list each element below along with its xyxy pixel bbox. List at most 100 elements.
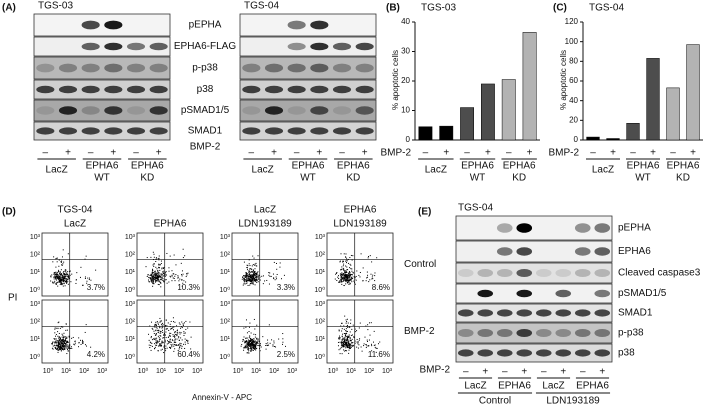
dot bbox=[253, 275, 255, 277]
dot bbox=[150, 256, 152, 258]
dot bbox=[59, 339, 61, 341]
dot bbox=[54, 273, 56, 275]
dot bbox=[252, 348, 254, 350]
dot bbox=[169, 255, 171, 257]
dot bbox=[186, 274, 188, 276]
dot bbox=[62, 276, 64, 278]
dot bbox=[249, 343, 251, 345]
dot bbox=[343, 270, 345, 272]
dot bbox=[246, 269, 248, 271]
dot bbox=[346, 345, 348, 347]
dot bbox=[247, 341, 249, 343]
dot bbox=[60, 346, 62, 348]
dot bbox=[250, 278, 252, 280]
dot bbox=[155, 277, 157, 279]
band bbox=[126, 85, 146, 94]
dot bbox=[347, 280, 349, 282]
dot bbox=[156, 344, 158, 346]
dot bbox=[346, 262, 348, 264]
dot bbox=[245, 346, 247, 348]
condition-label: LDN193189 bbox=[546, 396, 600, 407]
dot bbox=[346, 324, 348, 326]
dot bbox=[178, 348, 180, 350]
bar bbox=[460, 107, 474, 141]
dot bbox=[55, 283, 57, 285]
dot bbox=[82, 341, 84, 343]
group-label: EPHA6 bbox=[576, 381, 609, 392]
band bbox=[149, 42, 168, 51]
dot bbox=[57, 276, 59, 278]
dot bbox=[153, 256, 155, 258]
dot bbox=[257, 341, 259, 343]
dot bbox=[158, 263, 160, 265]
x-tick-label: – bbox=[506, 148, 512, 159]
row-label: pEPHA bbox=[618, 223, 651, 234]
dot bbox=[168, 334, 170, 336]
dot bbox=[353, 276, 355, 278]
x-tick-label: 10⁰ bbox=[328, 367, 339, 375]
dot bbox=[151, 339, 153, 341]
dot bbox=[160, 275, 162, 277]
dot bbox=[84, 344, 86, 346]
dot bbox=[160, 273, 162, 275]
dot bbox=[62, 348, 64, 350]
dot bbox=[58, 281, 60, 283]
dot bbox=[348, 283, 350, 285]
dot bbox=[58, 278, 60, 280]
dot bbox=[248, 352, 250, 354]
bar bbox=[606, 138, 620, 141]
dot bbox=[61, 264, 63, 266]
dot bbox=[368, 255, 370, 257]
dot bbox=[339, 260, 341, 262]
dot bbox=[363, 345, 365, 347]
dot bbox=[62, 334, 64, 336]
dot bbox=[244, 340, 246, 342]
dot bbox=[147, 279, 149, 281]
dot bbox=[179, 342, 181, 344]
dot bbox=[64, 345, 66, 347]
dot bbox=[251, 275, 253, 277]
dot bbox=[66, 344, 68, 346]
dot bbox=[345, 347, 347, 349]
dot bbox=[342, 346, 344, 348]
dot bbox=[183, 343, 185, 345]
dot bbox=[57, 341, 59, 343]
dot bbox=[346, 336, 348, 338]
dot bbox=[150, 337, 152, 339]
dot bbox=[157, 341, 159, 343]
dot bbox=[163, 334, 165, 336]
dot bbox=[346, 346, 348, 348]
dot bbox=[152, 281, 154, 283]
dot bbox=[58, 341, 60, 343]
dot bbox=[241, 278, 243, 280]
dot bbox=[253, 272, 255, 274]
dot bbox=[81, 342, 83, 344]
dot bbox=[342, 261, 344, 263]
dot bbox=[258, 278, 260, 280]
dot bbox=[253, 280, 255, 282]
dot bbox=[154, 270, 156, 272]
dot bbox=[163, 273, 165, 275]
dot bbox=[155, 323, 157, 325]
dot bbox=[154, 325, 156, 327]
dot bbox=[373, 344, 375, 346]
dot bbox=[250, 340, 252, 342]
dot bbox=[249, 277, 251, 279]
dot bbox=[257, 340, 259, 342]
dot bbox=[55, 338, 57, 340]
dot bbox=[251, 343, 253, 345]
sign: – bbox=[133, 148, 139, 159]
dot bbox=[336, 279, 338, 281]
dot bbox=[343, 338, 345, 340]
band bbox=[535, 309, 552, 317]
dot bbox=[68, 274, 70, 276]
dot bbox=[169, 338, 171, 340]
dot bbox=[159, 338, 161, 340]
dot bbox=[254, 345, 256, 347]
dot bbox=[250, 347, 252, 349]
dot bbox=[252, 346, 254, 348]
dot bbox=[253, 340, 255, 342]
blot-strip bbox=[455, 262, 613, 284]
dot bbox=[343, 341, 345, 343]
dot bbox=[245, 326, 247, 328]
